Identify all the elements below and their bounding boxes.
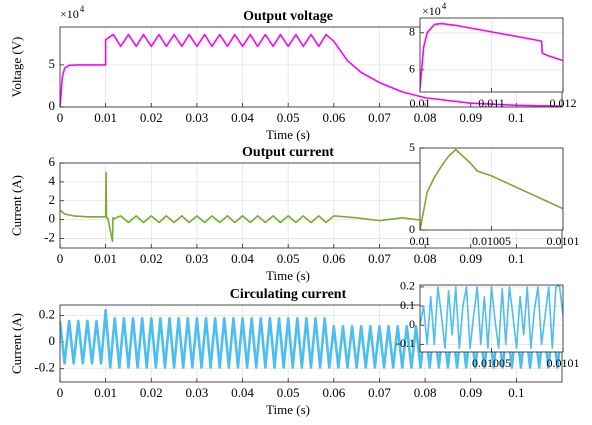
axes-box <box>419 17 564 93</box>
x-axis-label: Time (s) <box>266 268 310 283</box>
x-axis-label: Time (s) <box>266 402 310 417</box>
y-axis-label: Current (A) <box>9 313 24 374</box>
x-tick-label: 0.07 <box>368 110 391 125</box>
x-tick-label: 0.01005 <box>472 356 511 370</box>
y-tick-label: 5 <box>409 140 415 154</box>
axis-multiplier-exponent: 4 <box>80 4 85 14</box>
y-tick-label: 0.1 <box>400 298 415 312</box>
x-tick-label: 0.06 <box>322 251 345 266</box>
x-tick-label: 0.06 <box>322 110 345 125</box>
x-tick-label: 0.1 <box>508 251 524 266</box>
axes-box <box>419 284 564 353</box>
x-tick-label: 0.03 <box>186 385 209 400</box>
y-tick-label: 0.2 <box>39 307 55 322</box>
x-tick-label: 0 <box>57 385 64 400</box>
x-tick-label: 0.012 <box>550 96 577 110</box>
x-tick-label: 0.01 <box>94 251 117 266</box>
x-tick-label: 0.02 <box>140 251 163 266</box>
x-tick-label: 0.06 <box>322 385 345 400</box>
x-tick-label: 0.04 <box>231 251 254 266</box>
x-tick-label: 0.09 <box>459 251 482 266</box>
x-tick-label: 0.04 <box>231 385 254 400</box>
axis-multiplier-exponent: 4 <box>442 1 447 11</box>
y-tick-label: 2 <box>49 192 56 207</box>
x-tick-label: 0.01 <box>94 385 117 400</box>
x-tick-label: 0.07 <box>368 385 391 400</box>
y-axis-label: Current (A) <box>9 175 24 236</box>
x-tick-label: 0.01 <box>410 96 431 110</box>
y-axis-label: Voltage (V) <box>9 37 24 98</box>
y-tick-label: 5 <box>49 56 56 71</box>
data-line <box>60 171 562 243</box>
x-tick-label: 0.01 <box>94 110 117 125</box>
x-tick-label: 0.05 <box>277 110 300 125</box>
x-tick-label: 0.08 <box>414 251 437 266</box>
axes-box <box>419 147 564 231</box>
y-tick-label: 6 <box>409 62 415 76</box>
y-tick-label: 0 <box>49 333 56 348</box>
y-tick-label: 0 <box>49 98 56 113</box>
data-line <box>420 148 563 230</box>
data-line <box>420 285 563 349</box>
x-tick-label: 0.011 <box>478 96 505 110</box>
y-tick-label: 0 <box>409 222 415 236</box>
y-tick-label: 8 <box>409 25 415 39</box>
x-tick-label: 0.05 <box>277 251 300 266</box>
x-tick-label: 0.01 <box>410 234 431 248</box>
x-tick-label: 0.02 <box>140 385 163 400</box>
chart-title: Output current <box>242 145 334 160</box>
x-tick-label: 0.08 <box>414 110 437 125</box>
x-tick-label: 0.04 <box>231 110 254 125</box>
y-tick-label: 0 <box>49 211 56 226</box>
x-tick-label: 0.03 <box>186 251 209 266</box>
x-tick-label: 0.09 <box>459 110 482 125</box>
data-line <box>420 22 563 89</box>
x-tick-label: 0.01005 <box>472 234 511 248</box>
x-tick-label: 0.07 <box>368 251 391 266</box>
x-tick-label: 0.05 <box>277 385 300 400</box>
x-tick-label: 0 <box>57 110 64 125</box>
x-tick-label: 0.09 <box>459 385 482 400</box>
y-tick-label: -0.1 <box>396 336 415 350</box>
x-tick-label: 0.1 <box>508 385 524 400</box>
y-tick-label: 4 <box>49 173 56 188</box>
y-tick-label: 6 <box>49 154 56 169</box>
chart-title: Output voltage <box>243 9 333 24</box>
axis-multiplier: ×10 <box>422 4 441 18</box>
x-tick-label: 0.03 <box>186 110 209 125</box>
x-axis-label: Time (s) <box>266 127 310 142</box>
x-tick-label: 0.1 <box>508 110 524 125</box>
x-tick-label: 0.0101 <box>547 356 580 370</box>
x-tick-label: 0 <box>57 251 64 266</box>
y-tick-label: 0.2 <box>400 279 415 293</box>
y-tick-label: -0.2 <box>34 360 55 375</box>
y-tick-label: 0 <box>409 317 415 331</box>
x-tick-label: 0.02 <box>140 110 163 125</box>
x-tick-label: 0.0101 <box>547 234 580 248</box>
x-tick-label: 0.08 <box>414 385 437 400</box>
axis-multiplier: ×10 <box>60 7 79 21</box>
data-line <box>60 33 562 107</box>
y-tick-label: -2 <box>44 230 55 245</box>
chart-title: Circulating current <box>230 287 347 302</box>
